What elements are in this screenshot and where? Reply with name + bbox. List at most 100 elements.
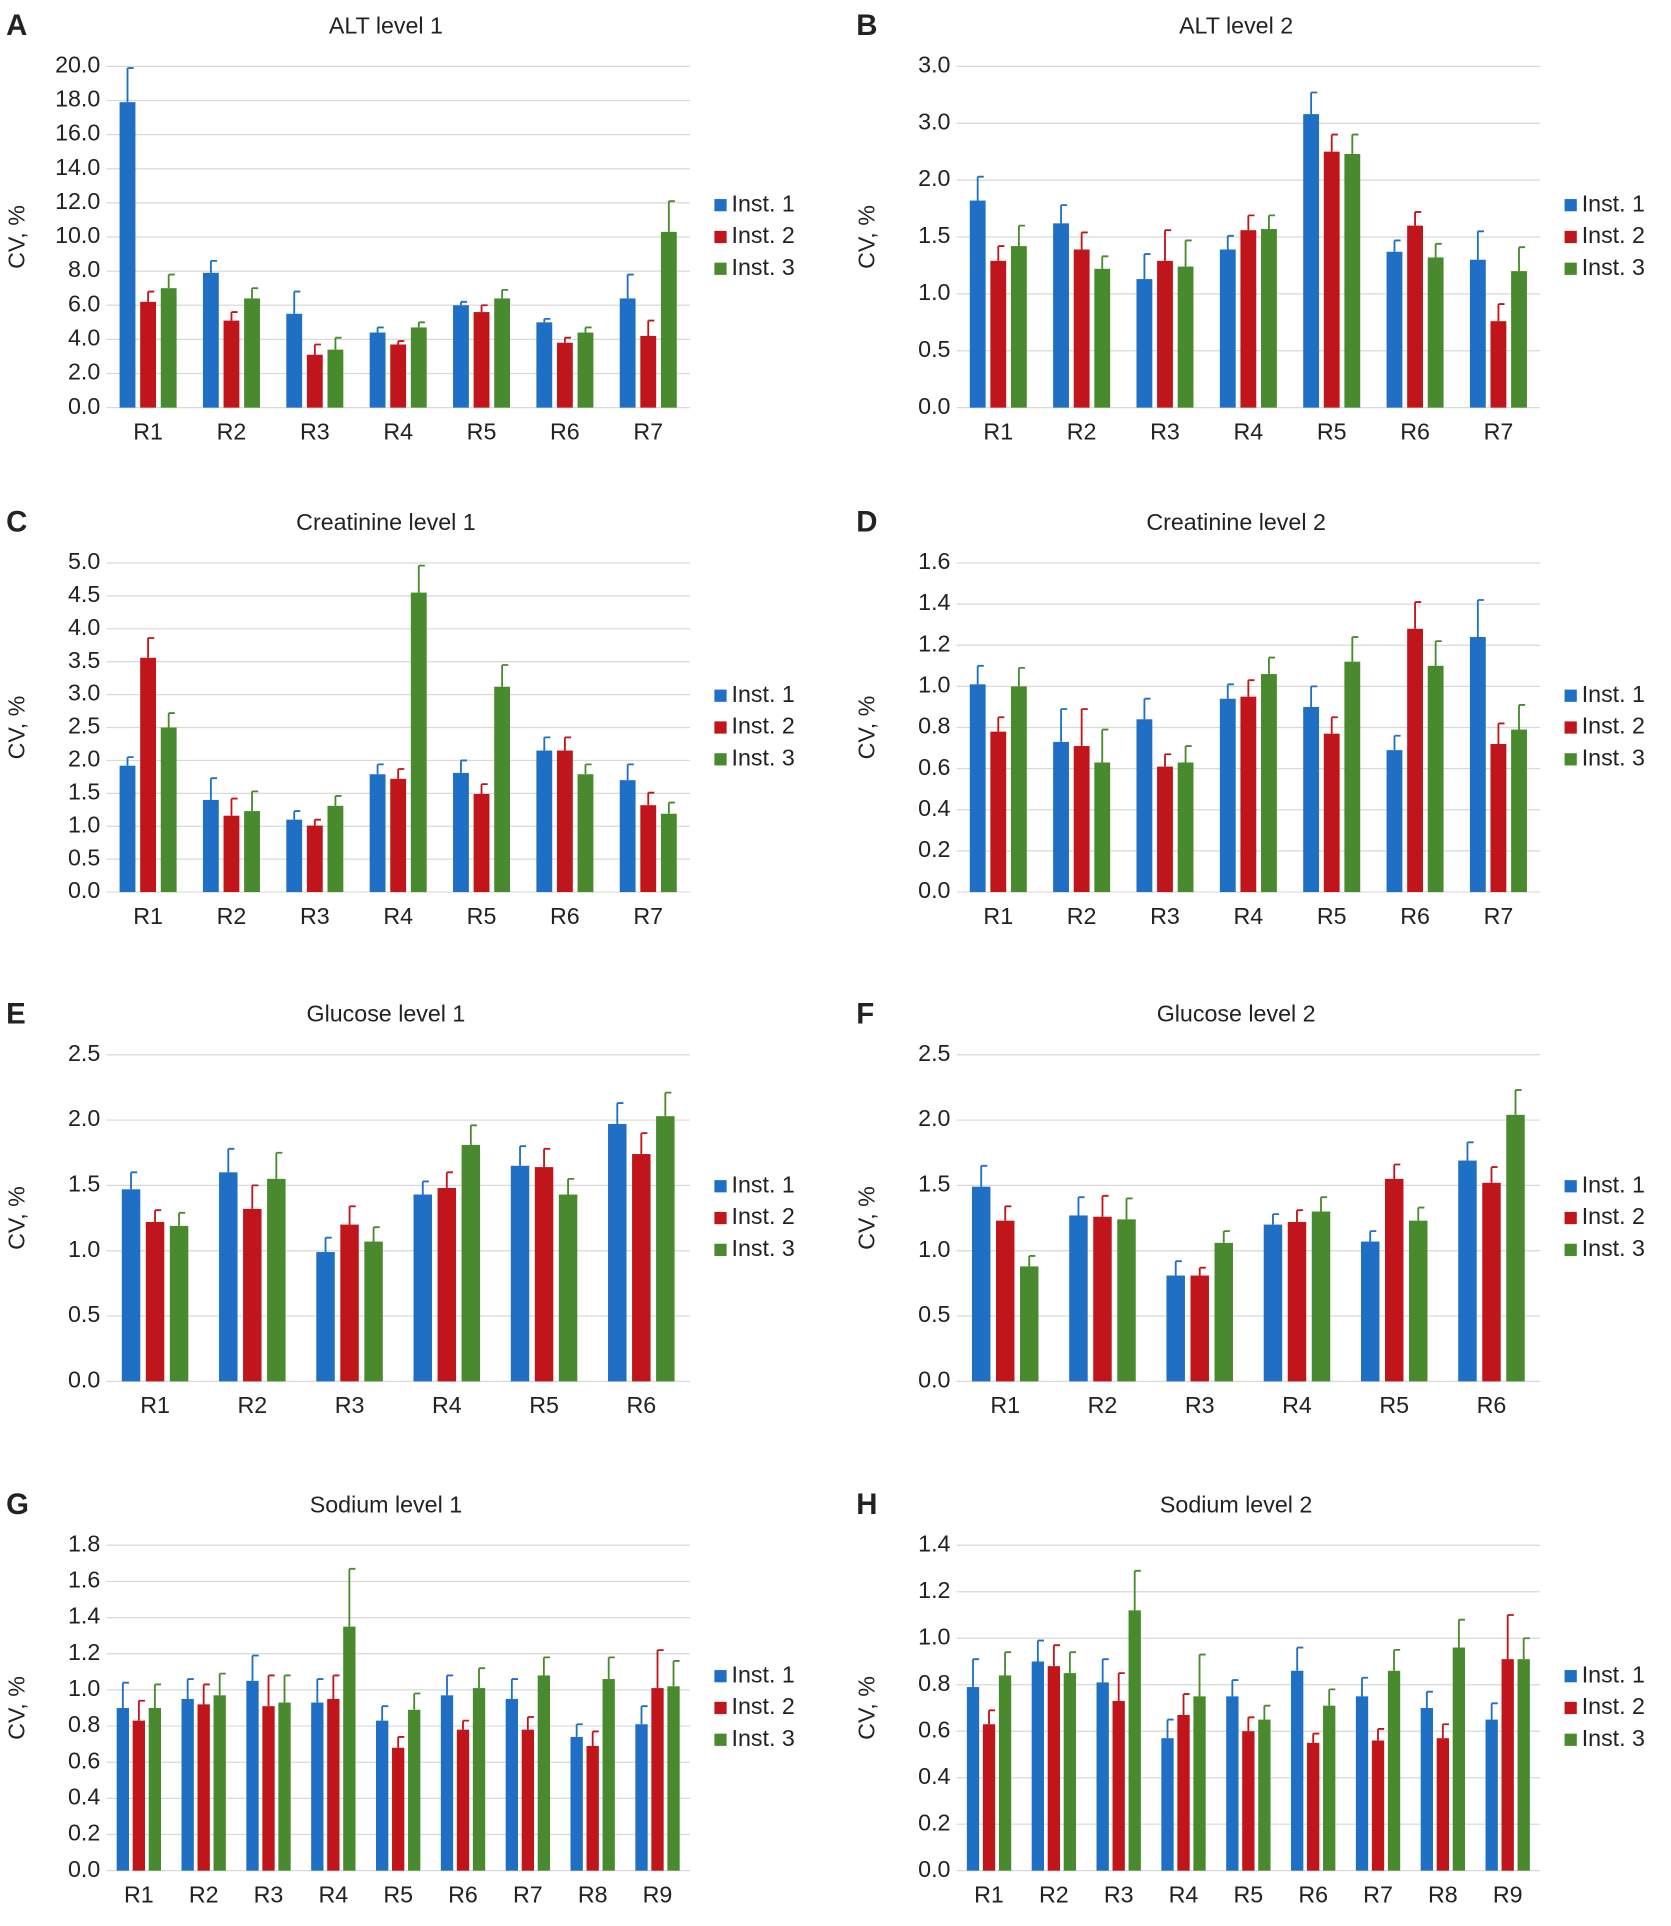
- error-bar: [147, 637, 155, 658]
- error-bar: [334, 795, 342, 806]
- error-bar: [1506, 1614, 1514, 1660]
- bar: [364, 1241, 383, 1382]
- bar: [1511, 271, 1527, 408]
- legend-swatch: [1564, 1670, 1577, 1683]
- y-tick-label: 0.8: [918, 713, 950, 739]
- y-tick-label: 1.5: [918, 1171, 950, 1197]
- error-bar: [121, 1681, 129, 1708]
- error-bar: [1101, 1658, 1109, 1683]
- bar: [640, 335, 657, 408]
- legend-swatch: [1564, 1211, 1577, 1225]
- error-bar: [1198, 1653, 1206, 1697]
- error-bar: [519, 1145, 527, 1166]
- bar: [521, 1729, 535, 1871]
- x-tick-label: R4: [1169, 1882, 1199, 1908]
- x-tick-label: R1: [133, 418, 163, 444]
- legend-label: Inst. 3: [732, 744, 795, 770]
- x-tick-label: R4: [432, 1392, 462, 1418]
- y-tick-label: 0.2: [68, 1820, 100, 1846]
- error-bar: [1497, 303, 1505, 322]
- y-tick-label: 0.6: [918, 1716, 950, 1742]
- error-bar: [1080, 231, 1088, 250]
- x-tick-label: R5: [467, 418, 497, 444]
- y-tick-label: 1.0: [918, 279, 950, 305]
- y-tick-label: 3.0: [68, 680, 100, 706]
- error-bar: [167, 712, 175, 728]
- legend-label: Inst. 1: [1582, 1661, 1645, 1687]
- bar: [223, 320, 240, 408]
- y-tick-label: 4.5: [68, 581, 100, 607]
- error-bar: [209, 777, 217, 800]
- y-tick-label: 1.5: [68, 1171, 100, 1197]
- legend-label: Inst. 3: [732, 1725, 795, 1751]
- error-bar: [1310, 91, 1318, 115]
- bar: [1112, 1701, 1125, 1871]
- error-bar: [1052, 1644, 1060, 1667]
- bar: [1307, 1742, 1320, 1871]
- y-tick-label: 0.0: [68, 393, 100, 419]
- bar: [556, 750, 573, 893]
- bar: [1117, 1219, 1136, 1382]
- y-tick-label: 3.0: [918, 51, 950, 77]
- y-tick-label: 0.5: [918, 336, 950, 362]
- x-tick-label: R8: [578, 1882, 608, 1908]
- error-bar: [626, 273, 634, 299]
- legend-swatch: [714, 1180, 727, 1193]
- bar: [1303, 114, 1320, 408]
- bar: [619, 780, 636, 893]
- error-bar: [1247, 679, 1255, 697]
- x-tick-label: R5: [1379, 1392, 1409, 1418]
- bar: [1096, 1682, 1109, 1871]
- error-bar: [1369, 1230, 1377, 1242]
- error-bar: [130, 1171, 138, 1190]
- legend-swatch: [1564, 689, 1577, 702]
- bar: [494, 298, 511, 408]
- bar: [246, 1680, 259, 1871]
- error-bar: [1393, 734, 1401, 751]
- chart-title: ALT level 2: [1179, 12, 1293, 38]
- bar: [1128, 1610, 1141, 1871]
- legend-swatch: [714, 1211, 727, 1225]
- error-bar: [976, 175, 984, 201]
- bar: [1010, 686, 1027, 893]
- error-bar: [1268, 656, 1276, 675]
- bar: [510, 1165, 530, 1382]
- bar: [1263, 1224, 1283, 1382]
- y-tick-label: 2.0: [68, 1105, 100, 1131]
- panel-label: B: [856, 9, 877, 42]
- x-tick-label: R2: [189, 1882, 219, 1908]
- legend-label: Inst. 1: [1582, 190, 1645, 216]
- y-tick-label: 0.4: [68, 1784, 100, 1810]
- error-bar: [640, 1132, 648, 1155]
- y-tick-label: 0.2: [918, 836, 950, 862]
- y-axis-label: CV, %: [3, 696, 29, 760]
- panel-label: H: [856, 1488, 877, 1521]
- error-bar: [976, 664, 984, 685]
- error-bar: [1441, 1723, 1449, 1739]
- y-axis-label: CV, %: [854, 1186, 880, 1250]
- panel-label: G: [6, 1488, 29, 1521]
- y-tick-label: 0.8: [68, 1711, 100, 1737]
- error-bar: [251, 1184, 259, 1209]
- bar: [1177, 1714, 1190, 1871]
- x-tick-label: R5: [529, 1392, 559, 1418]
- error-bar: [293, 290, 301, 314]
- bar: [306, 825, 323, 893]
- error-bar: [656, 1649, 664, 1689]
- error-bar: [1490, 1702, 1498, 1720]
- chart-title: Glucose level 1: [307, 1001, 466, 1027]
- bar: [537, 1675, 551, 1871]
- error-bar: [1077, 1196, 1085, 1216]
- error-bar: [1028, 1255, 1036, 1267]
- legend-label: Inst. 2: [1582, 713, 1645, 739]
- legend-label: Inst. 1: [1582, 681, 1645, 707]
- error-bar: [1174, 1260, 1182, 1276]
- error-bar: [1414, 601, 1422, 629]
- chart-title: Creatinine level 1: [296, 509, 476, 535]
- y-tick-label: 0.0: [918, 1856, 950, 1882]
- error-bar: [417, 564, 425, 593]
- x-tick-label: R6: [1298, 1882, 1328, 1908]
- bar: [369, 774, 386, 893]
- error-bar: [1080, 708, 1088, 747]
- error-bar: [462, 1719, 470, 1730]
